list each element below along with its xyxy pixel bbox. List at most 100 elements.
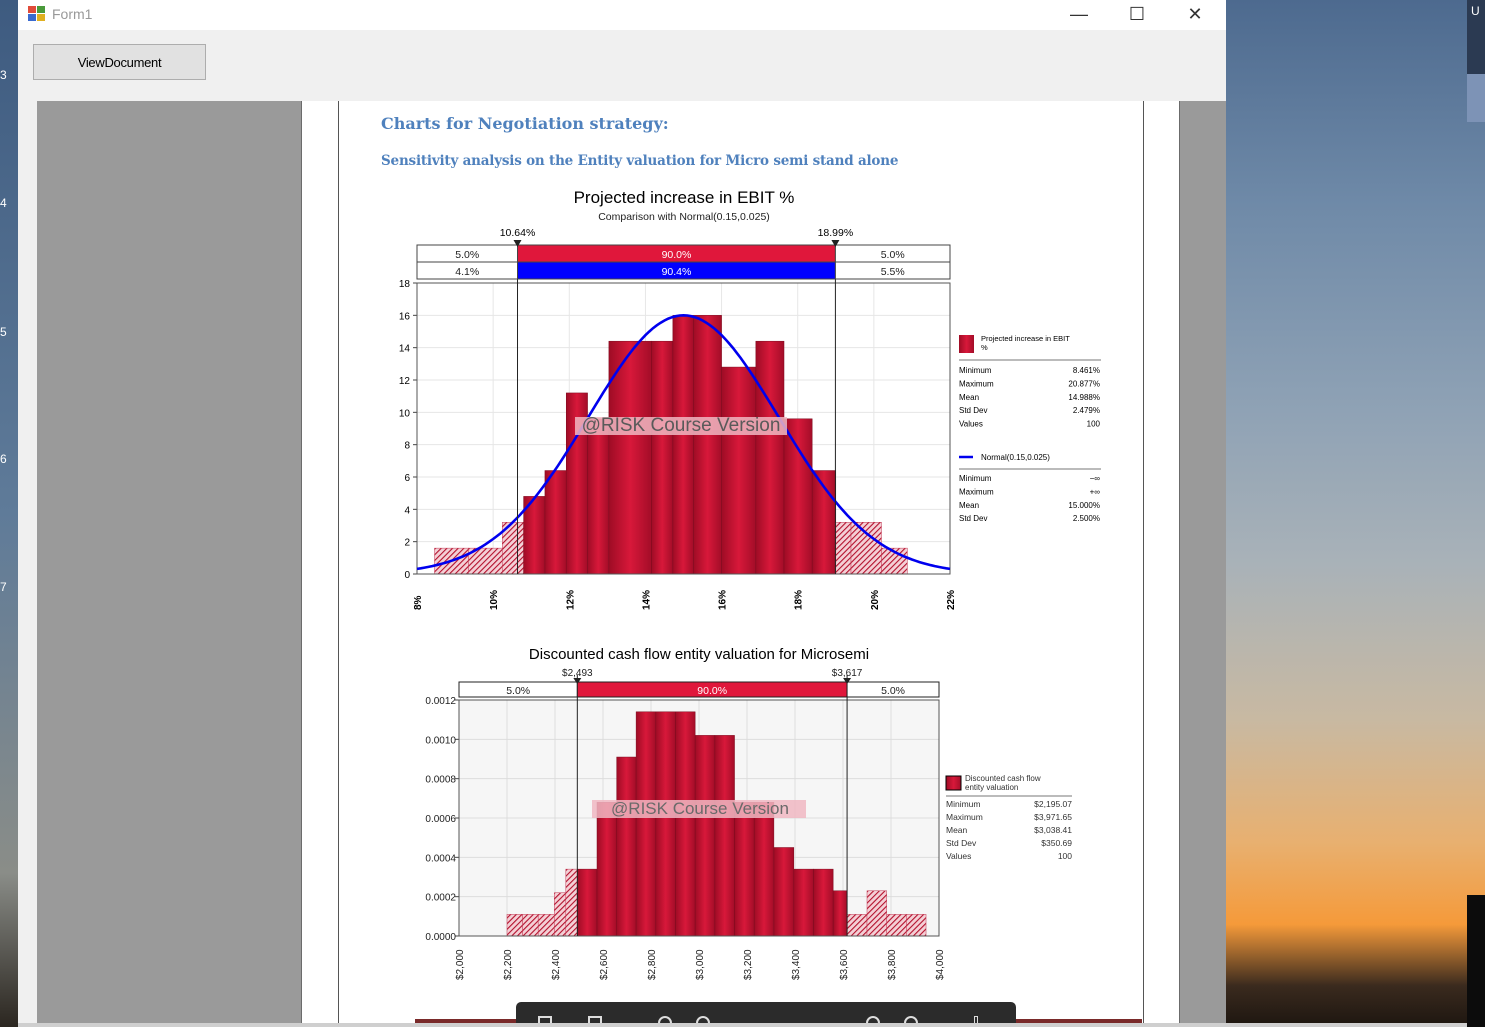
percentile-band-cell xyxy=(834,261,951,280)
marker-label: $3,617 xyxy=(832,668,863,679)
form1-window: Form1 — ☐ ✕ ViewDocument Charts for Nego… xyxy=(18,0,1226,1027)
legend-stat-value: 100 xyxy=(1087,420,1101,429)
y-tick-label: 0 xyxy=(404,570,410,581)
histogram-bar xyxy=(651,340,674,575)
histogram-bar xyxy=(721,366,757,575)
watermark-bg xyxy=(592,800,806,818)
legend-stat-label: Values xyxy=(959,420,983,429)
x-tick-label: $2,400 xyxy=(551,949,562,980)
histogram-bar xyxy=(813,868,834,937)
y-tick-label: 0.0000 xyxy=(425,932,456,943)
legend-stat-label: Maximum xyxy=(959,379,994,388)
legend-curve-name: Normal(0.15,0.025) xyxy=(981,453,1050,462)
histogram-bar xyxy=(655,711,676,937)
rotate-left-icon[interactable] xyxy=(866,1016,880,1027)
histogram-bar xyxy=(544,470,567,575)
y-tick-label: 10 xyxy=(399,408,411,419)
x-tick-label: 16% xyxy=(718,590,729,610)
histogram-bar xyxy=(672,315,694,575)
legend-stat-value: $350.69 xyxy=(1041,838,1072,848)
minimize-button[interactable]: — xyxy=(1070,4,1088,24)
x-tick-label: $2,000 xyxy=(455,949,466,980)
print-icon[interactable] xyxy=(588,1016,602,1027)
document-heading: Charts for Negotiation strategy: xyxy=(381,114,669,133)
legend-stat-label: Mean xyxy=(959,393,979,402)
histogram-bar xyxy=(793,868,814,937)
legend-stat-label: Std Dev xyxy=(959,514,987,523)
y-tick-label: 2 xyxy=(404,538,410,549)
legend-stat-value: 14.988% xyxy=(1068,393,1100,402)
y-tick-label: 16 xyxy=(399,311,411,322)
x-tick-label: $2,600 xyxy=(599,949,610,980)
legend-series-name: Discounted cash flow xyxy=(965,774,1041,783)
x-tick-label: $4,000 xyxy=(935,949,946,980)
normal-curve xyxy=(416,313,951,571)
document-viewer[interactable]: Charts for Negotiation strategy: Sensiti… xyxy=(37,101,1226,1027)
x-tick-label: 20% xyxy=(870,590,881,610)
zoom-out-icon[interactable] xyxy=(658,1016,672,1027)
legend-swatch xyxy=(945,775,962,791)
legend-series-name: Projected increase in EBIT xyxy=(981,334,1070,343)
desktop-right-dark-panel xyxy=(1467,895,1485,1027)
x-tick-label: $3,600 xyxy=(839,949,850,980)
watermark-text: @RISK Course Version xyxy=(582,415,781,436)
histogram-bar xyxy=(773,847,795,937)
x-tick-label: $3,000 xyxy=(695,949,706,980)
app-icon-part xyxy=(37,6,45,13)
marker-triangle xyxy=(513,240,522,247)
y-tick-label: 6 xyxy=(404,473,410,484)
viewer-floating-toolbar[interactable] xyxy=(516,1002,1016,1027)
marker-triangle xyxy=(831,240,840,247)
rotate-right-icon[interactable] xyxy=(904,1016,918,1027)
desktop-right-window-edge[interactable]: U xyxy=(1467,0,1485,74)
chart-title: Discounted cash flow entity valuation fo… xyxy=(529,646,869,663)
histogram-bar xyxy=(866,890,887,937)
taskbar-edge xyxy=(18,1023,1467,1027)
histogram-bar xyxy=(635,711,657,937)
legend-stat-value: $3,971.65 xyxy=(1034,812,1072,822)
save-icon[interactable] xyxy=(538,1016,552,1027)
strip-glyph: 3 xyxy=(0,68,7,82)
title-bar[interactable]: Form1 — ☐ ✕ xyxy=(18,0,1226,30)
y-tick-label: 14 xyxy=(399,344,411,355)
x-tick-label: 12% xyxy=(565,590,576,610)
strip-glyph: 5 xyxy=(0,325,7,339)
histogram-bar xyxy=(506,914,523,937)
document-subheading: Sensitivity analysis on the Entity valua… xyxy=(381,153,899,169)
chart-subtitle: Comparison with Normal(0.15,0.025) xyxy=(598,211,770,223)
legend-swatch xyxy=(959,335,974,353)
legend-stat-label: Std Dev xyxy=(959,406,987,415)
x-tick-label: $3,800 xyxy=(887,949,898,980)
app-icon-part xyxy=(37,14,45,21)
legend-stat-value: +∞ xyxy=(1090,487,1101,496)
more-options-icon[interactable] xyxy=(974,1016,978,1027)
strip-glyph: 6 xyxy=(0,452,7,466)
legend-stat-label: Minimum xyxy=(959,474,992,483)
histogram-bar xyxy=(850,522,882,575)
y-tick-label: 8 xyxy=(404,441,410,452)
legend-stat-value: $2,195.07 xyxy=(1034,799,1072,809)
desktop-right-window-edge-lower[interactable] xyxy=(1467,74,1485,122)
page-content-frame: Charts for Negotiation strategy: Sensiti… xyxy=(338,101,1144,1027)
legend-stat-value: 15.000% xyxy=(1068,501,1100,510)
histogram-bar xyxy=(596,802,617,937)
window-title: Form1 xyxy=(52,6,93,22)
view-document-button[interactable]: ViewDocument xyxy=(33,44,206,80)
x-tick-label: $3,400 xyxy=(791,949,802,980)
maximize-button[interactable]: ☐ xyxy=(1128,4,1146,24)
x-tick-label: $2,200 xyxy=(503,949,514,980)
histogram-bar xyxy=(694,735,716,937)
legend-stat-value: 100 xyxy=(1058,851,1072,861)
zoom-in-icon[interactable] xyxy=(696,1016,710,1027)
legend-stat-label: Mean xyxy=(946,825,968,835)
legend-series-name-cont: entity valuation xyxy=(965,783,1018,792)
legend-stat-value: 2.500% xyxy=(1073,514,1100,523)
legend-stat-label: Maximum xyxy=(946,812,983,822)
close-button[interactable]: ✕ xyxy=(1187,4,1203,24)
percentile-band-label: 5.5% xyxy=(881,266,905,278)
histogram-bar xyxy=(906,914,927,937)
percentile-band-label: 90.4% xyxy=(662,266,692,278)
marker-label: 10.64% xyxy=(500,227,536,239)
histogram-bar xyxy=(783,418,813,575)
percentile-band-label: 90.0% xyxy=(662,249,692,261)
